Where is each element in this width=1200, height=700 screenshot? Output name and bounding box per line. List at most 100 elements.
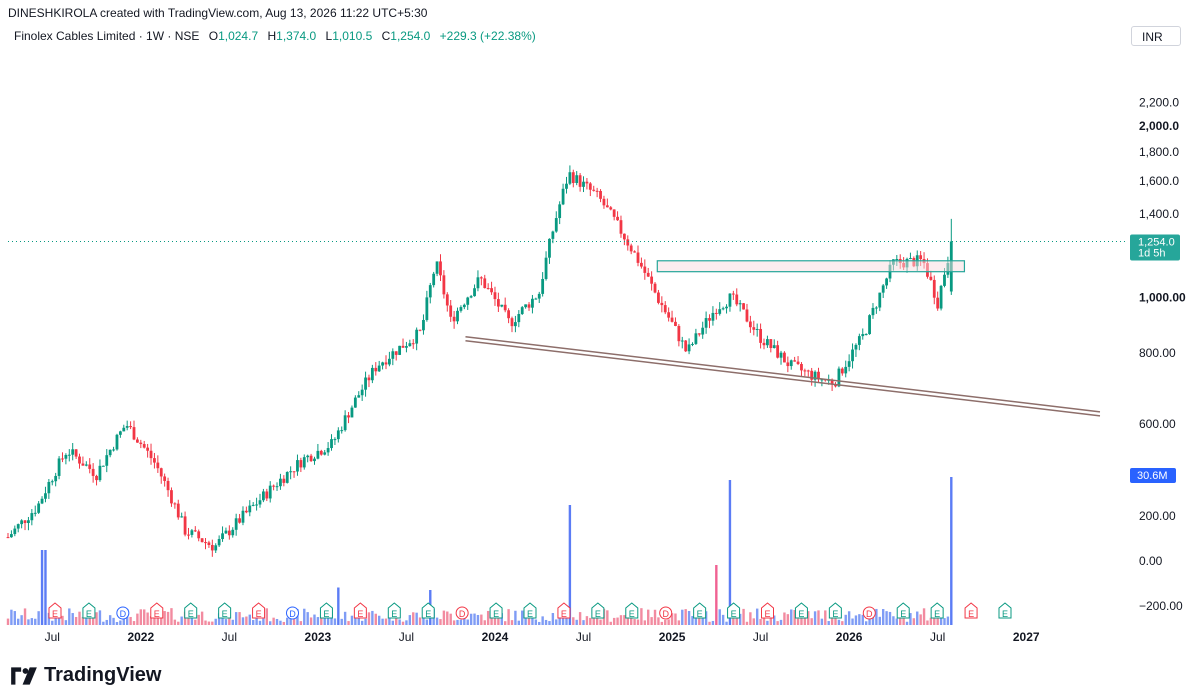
earnings-marker[interactable]: E — [252, 602, 266, 619]
earnings-marker[interactable]: E — [998, 602, 1012, 619]
candle-body — [919, 255, 923, 260]
earnings-marker[interactable]: E — [218, 602, 232, 619]
x-tick-label: 2025 — [659, 630, 686, 644]
candle-body — [418, 329, 422, 331]
candle-body — [268, 485, 272, 499]
earnings-marker[interactable]: E — [930, 602, 944, 619]
earnings-marker[interactable]: E — [421, 602, 435, 619]
candle-body — [166, 480, 170, 491]
volume-bar — [837, 619, 841, 625]
earnings-marker[interactable]: E — [489, 602, 503, 619]
candle-body — [40, 498, 44, 504]
earnings-marker[interactable]: E — [82, 602, 96, 619]
earnings-marker[interactable]: E — [727, 602, 741, 619]
candle-body — [37, 503, 41, 513]
event-marker-letter: E — [188, 609, 194, 619]
earnings-marker-shape — [387, 602, 401, 619]
event-marker-letter: E — [256, 609, 262, 619]
earnings-marker[interactable]: E — [48, 602, 62, 619]
candle-body — [391, 351, 395, 359]
candle-body — [255, 504, 258, 506]
volume-bar — [459, 619, 463, 625]
candle-body — [721, 308, 725, 310]
volume-bar — [265, 608, 269, 625]
candle-body — [139, 442, 143, 445]
earnings-marker[interactable]: E — [353, 602, 367, 619]
y-tick-label: 2,200.0 — [1139, 95, 1179, 109]
volume-bar — [326, 614, 330, 625]
candle-body — [636, 252, 640, 263]
candle-body — [646, 272, 650, 277]
volume-bar — [677, 620, 681, 625]
earnings-marker[interactable]: E — [591, 602, 605, 619]
candle-body — [67, 454, 71, 456]
x-tick-label: Jul — [399, 630, 414, 644]
x-tick-label: 2023 — [305, 630, 332, 644]
earnings-marker[interactable]: E — [693, 602, 707, 619]
candle-body — [384, 362, 388, 365]
volume-bar — [749, 612, 752, 625]
volume-bar — [412, 612, 415, 625]
candle-body — [439, 261, 442, 276]
candle-body — [595, 190, 599, 192]
candle-body — [190, 530, 194, 535]
symbol-name[interactable]: Finolex Cables Limited · 1W · NSE — [14, 29, 200, 43]
currency-selector[interactable]: INR — [1131, 26, 1181, 46]
dividend-marker[interactable]: D — [286, 606, 299, 620]
earnings-marker[interactable]: E — [319, 602, 333, 619]
volume-bar — [374, 613, 377, 625]
candle-body — [936, 297, 940, 309]
earnings-marker[interactable]: E — [761, 602, 774, 619]
candle-body — [769, 339, 773, 349]
volume-bar — [517, 620, 521, 625]
earnings-marker[interactable]: E — [184, 602, 198, 619]
volume-bar — [54, 612, 57, 625]
volume-bar — [633, 619, 636, 625]
candle-body — [776, 345, 780, 358]
candle-body — [27, 520, 30, 524]
volume-bar — [68, 608, 71, 625]
earnings-marker[interactable]: E — [150, 602, 164, 619]
dividend-marker[interactable]: D — [862, 606, 876, 620]
volume-bar — [507, 609, 510, 625]
dividend-marker[interactable]: D — [659, 606, 673, 620]
earnings-marker[interactable]: E — [387, 602, 401, 619]
volume-bar — [354, 615, 357, 625]
volume-bar — [245, 616, 248, 625]
earnings-marker-shape — [184, 602, 198, 619]
dividend-marker-shape — [862, 606, 876, 620]
candle-body — [6, 537, 10, 539]
earnings-marker[interactable]: E — [896, 602, 910, 619]
dividend-marker[interactable]: D — [455, 606, 469, 620]
earnings-marker[interactable]: E — [964, 602, 978, 619]
candle-body — [374, 367, 378, 372]
earnings-marker[interactable]: E — [794, 602, 808, 619]
volume-bar — [23, 608, 27, 625]
candle-body — [806, 370, 810, 372]
earnings-marker[interactable]: E — [523, 602, 537, 619]
earnings-marker[interactable]: E — [828, 602, 842, 619]
dividend-marker-shape — [286, 606, 299, 620]
volume-bar — [486, 610, 490, 625]
volume-bar — [204, 620, 207, 625]
volume-bar — [793, 610, 796, 625]
candle-body — [714, 312, 718, 314]
candle-body — [57, 458, 61, 476]
volume-bar — [500, 613, 503, 625]
earnings-marker[interactable]: E — [625, 602, 639, 619]
candle-body — [74, 449, 78, 457]
volume-bar — [146, 612, 149, 625]
earnings-marker[interactable]: E — [557, 602, 571, 619]
dividend-marker[interactable]: D — [116, 606, 130, 620]
volume-bar — [180, 616, 183, 625]
candle-body — [367, 377, 371, 381]
volume-bar — [64, 620, 68, 625]
candle-body — [840, 368, 844, 374]
volume-bar — [721, 614, 725, 625]
volume-bar — [647, 609, 650, 625]
earnings-marker-shape — [150, 602, 164, 619]
volume-bar — [108, 615, 112, 625]
volume-bar — [13, 611, 17, 625]
candle-body — [98, 465, 102, 481]
